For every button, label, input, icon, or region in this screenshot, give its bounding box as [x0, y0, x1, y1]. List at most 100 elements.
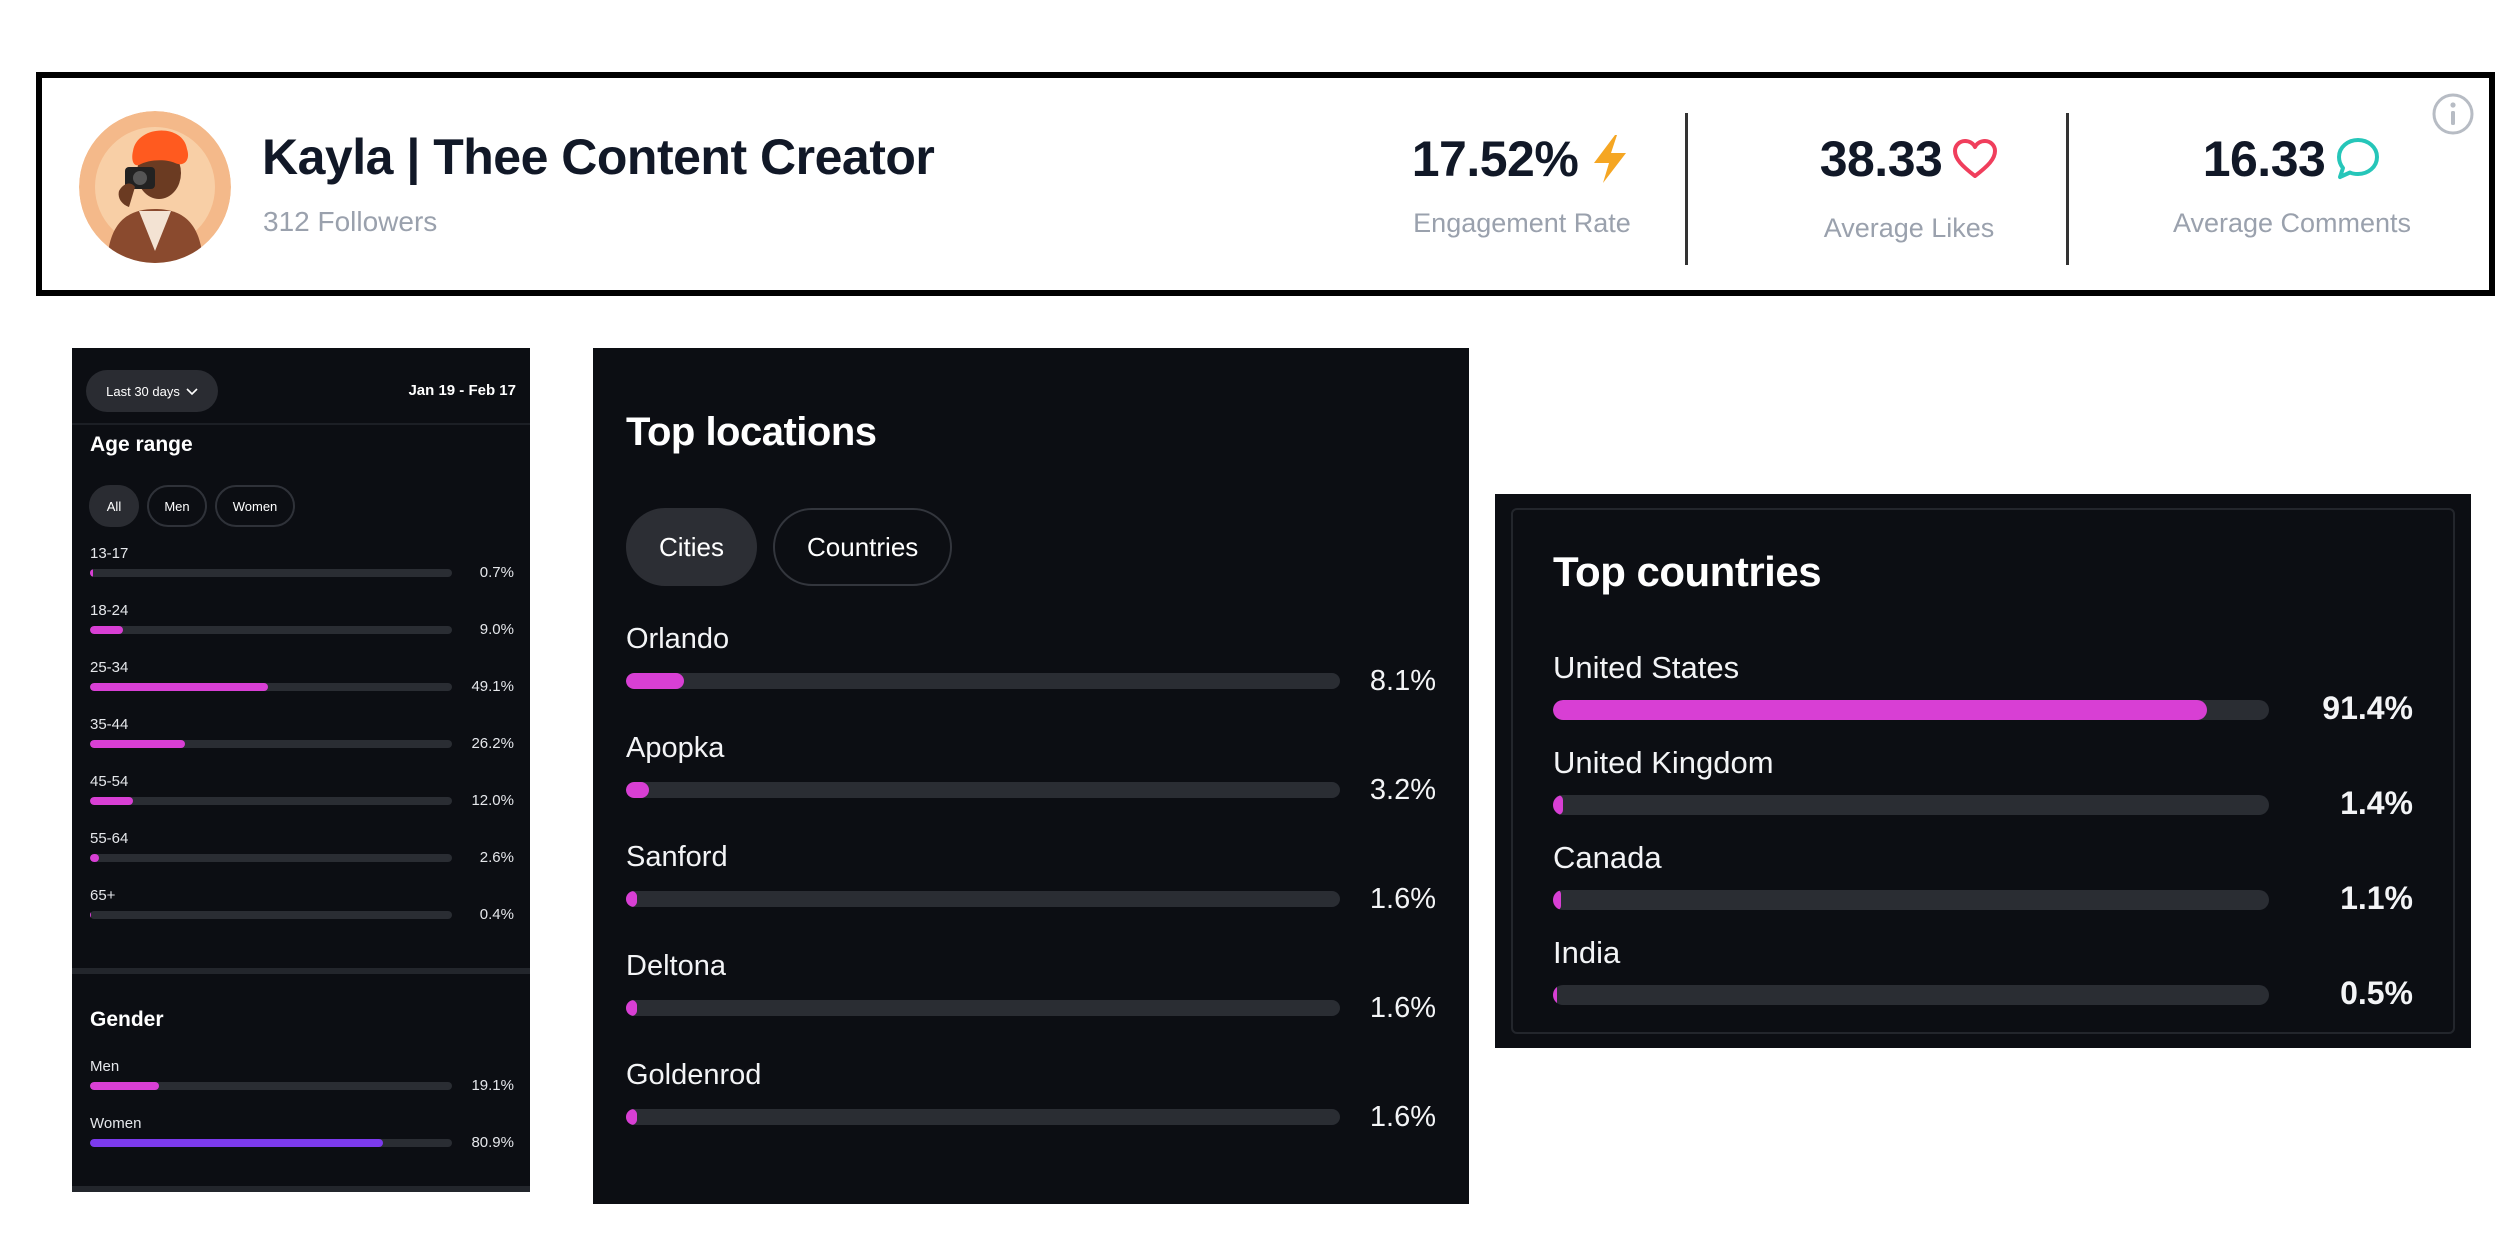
location-row-label: Apopka [626, 732, 725, 764]
top-locations-panel: Top locations Cities Countries Orlando 8… [593, 348, 1469, 1204]
avatar-image [79, 111, 231, 263]
engagement-rate-label: Engagement Rate [1413, 208, 1631, 238]
country-bar-fill [1553, 985, 1557, 1005]
country-bar-fill [1553, 795, 1564, 815]
profile-summary-card: Kayla | Thee Content Creator 312 Followe… [36, 72, 2495, 296]
age-row-label: 55-64 [90, 830, 129, 847]
age-bar-track [90, 911, 452, 919]
age-filter-group: All Men Women [89, 485, 295, 527]
age-bar-fill [90, 740, 185, 748]
age-range-title: Age range [90, 433, 193, 456]
age-bar-track [90, 854, 452, 862]
tab-countries[interactable]: Countries [773, 508, 953, 586]
age-row-25-34: 25-34 49.1% [90, 659, 514, 699]
location-row-value: 3.2% [1369, 774, 1436, 806]
country-row-label: Canada [1553, 840, 1662, 875]
location-row-label: Orlando [626, 623, 730, 655]
country-bar-track [1553, 985, 2269, 1005]
country-row-value: 1.4% [2340, 785, 2413, 821]
location-bar-fill [626, 1000, 638, 1016]
location-bar-fill [626, 673, 684, 689]
location-row-value: 1.6% [1369, 1101, 1436, 1133]
gender-row-women: Women 80.9% [90, 1115, 514, 1155]
filter-women-button[interactable]: Women [215, 485, 295, 527]
age-bar-track [90, 683, 452, 691]
gender-row-label: Women [90, 1115, 142, 1132]
age-row-value: 49.1% [471, 678, 514, 695]
age-bar-fill [90, 683, 268, 691]
age-row-18-24: 18-24 9.0% [90, 602, 514, 642]
top-countries-card: Top countries United States 91.4% United… [1511, 508, 2455, 1034]
country-row-canada: Canada 1.1% [1553, 840, 2413, 920]
tab-cities[interactable]: Cities [626, 508, 758, 586]
age-row-55-64: 55-64 2.6% [90, 830, 514, 870]
country-bar-track [1553, 795, 2269, 815]
country-row-united-kingdom: United Kingdom 1.4% [1553, 745, 2413, 825]
age-bar-track [90, 740, 452, 748]
age-row-value: 12.0% [471, 792, 514, 809]
age-row-label: 18-24 [90, 602, 129, 619]
country-row-value: 91.4% [2322, 690, 2413, 726]
avatar[interactable] [79, 111, 231, 263]
age-bar-track [90, 626, 452, 634]
location-bar-track [626, 782, 1340, 798]
average-comments-metric: 16.33 Average Comments [2132, 78, 2452, 290]
location-row-value: 8.1% [1369, 665, 1436, 697]
age-row-label: 45-54 [90, 773, 129, 790]
gender-bar-fill [90, 1139, 383, 1147]
location-row-label: Sanford [626, 841, 728, 873]
age-row-35-44: 35-44 26.2% [90, 716, 514, 756]
top-locations-title: Top locations [626, 410, 877, 454]
location-row-label: Goldenrod [626, 1059, 762, 1091]
location-bar-track [626, 891, 1340, 907]
gender-row-men: Men 19.1% [90, 1058, 514, 1098]
location-row-orlando: Orlando 8.1% [626, 623, 1436, 703]
age-bar-track [90, 569, 452, 577]
filter-all-button[interactable]: All [89, 485, 139, 527]
country-row-value: 0.5% [2340, 975, 2413, 1011]
engagement-rate-metric: 17.52% Engagement Rate [1362, 78, 1682, 290]
location-row-value: 1.6% [1369, 883, 1436, 915]
location-bar-fill [626, 1109, 638, 1125]
age-row-label: 13-17 [90, 545, 129, 562]
age-bar-fill [90, 911, 92, 919]
engagement-rate-value: 17.52% [1411, 131, 1579, 187]
gender-row-value: 80.9% [471, 1134, 514, 1151]
profile-name: Kayla | Thee Content Creator [262, 129, 935, 185]
location-bar-track [626, 673, 1340, 689]
top-countries-title: Top countries [1553, 548, 1822, 595]
location-row-goldenrod: Goldenrod 1.6% [626, 1059, 1436, 1139]
age-row-label: 35-44 [90, 716, 129, 733]
gender-bar-fill [90, 1082, 160, 1090]
filter-men-button[interactable]: Men [147, 485, 207, 527]
date-range-dropdown-label: Last 30 days [106, 383, 180, 399]
chevron-down-icon [186, 384, 198, 399]
age-bar-fill [90, 797, 134, 805]
location-bar-track [626, 1109, 1340, 1125]
age-bar-fill [90, 626, 123, 634]
average-comments-label: Average Comments [2172, 208, 2412, 238]
metric-divider [1685, 113, 1688, 265]
lightning-bolt-icon [1588, 133, 1632, 185]
info-icon[interactable] [2431, 92, 2475, 141]
age-row-value: 0.4% [479, 906, 514, 923]
country-bar-track [1553, 890, 2269, 910]
country-bar-fill [1553, 890, 1561, 910]
country-bar-fill [1553, 700, 2208, 720]
divider [72, 423, 530, 425]
country-row-label: United States [1553, 650, 1740, 685]
heart-icon [1952, 138, 1998, 180]
country-row-united-states: United States 91.4% [1553, 650, 2413, 730]
gender-bar-track [90, 1082, 452, 1090]
age-row-13-17: 13-17 0.7% [90, 545, 514, 585]
age-bar-fill [90, 854, 100, 862]
location-row-sanford: Sanford 1.6% [626, 841, 1436, 921]
age-row-value: 9.0% [479, 621, 514, 638]
age-bar-fill [90, 569, 93, 577]
location-row-value: 1.6% [1369, 992, 1436, 1024]
average-likes-value: 38.33 [1819, 131, 1943, 187]
average-comments-value: 16.33 [2202, 131, 2326, 187]
date-range-dropdown[interactable]: Last 30 days [86, 370, 218, 412]
location-tabs: Cities Countries [626, 508, 953, 586]
metric-divider [2066, 113, 2069, 265]
